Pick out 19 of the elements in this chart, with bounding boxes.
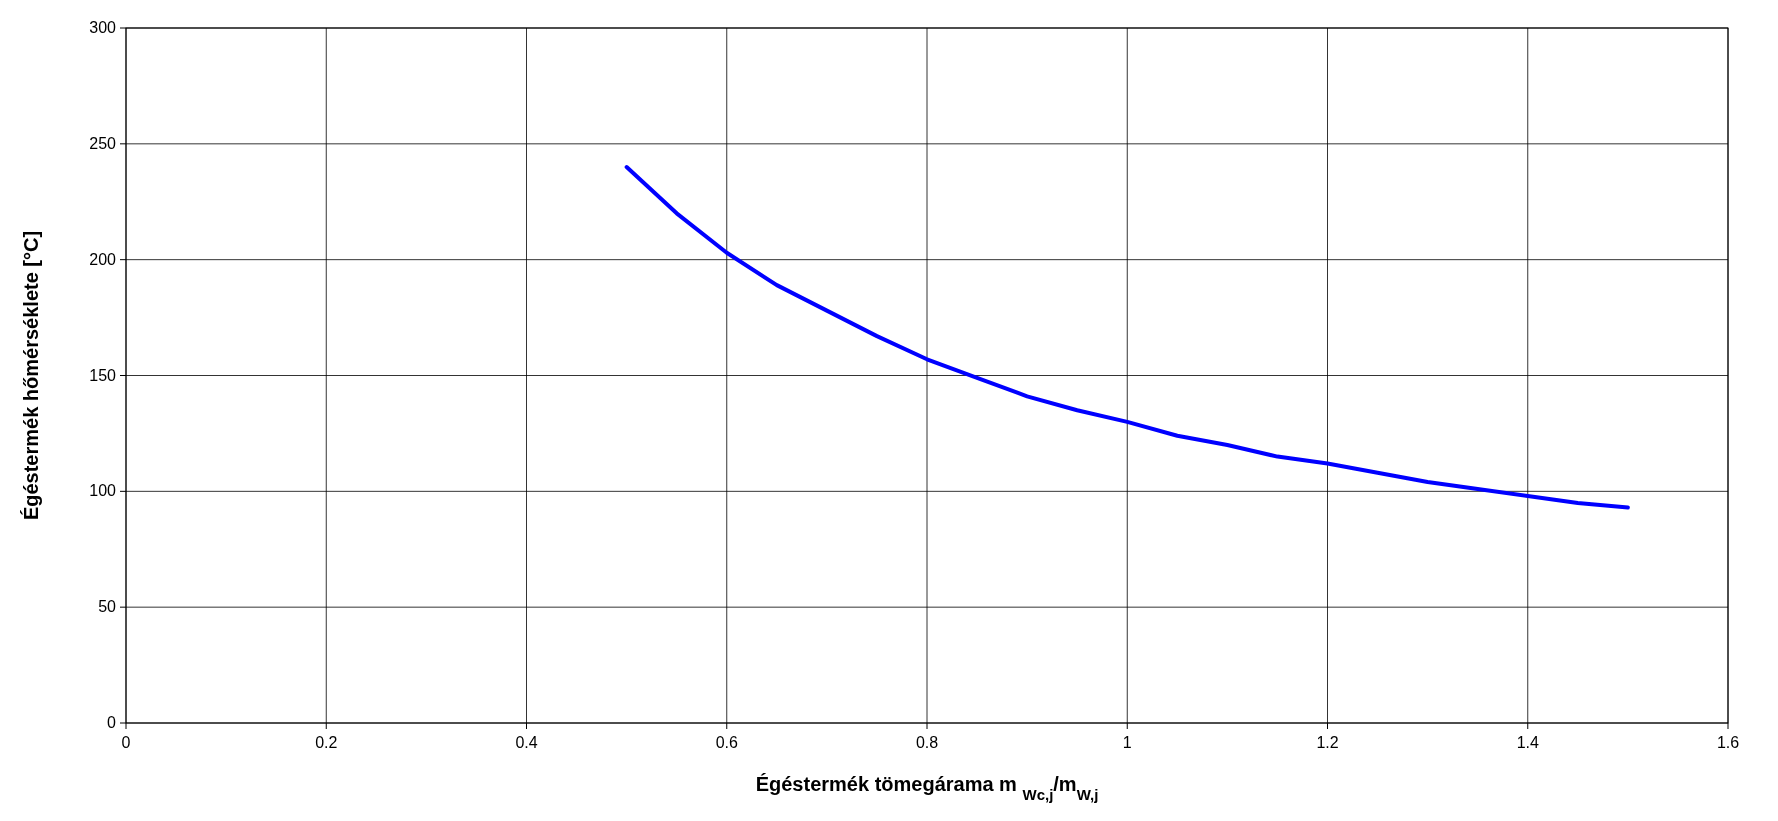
y-tick-label: 100 xyxy=(89,482,117,500)
x-tick-label: 0.6 xyxy=(715,734,738,751)
y-tick-label: 150 xyxy=(89,366,117,384)
y-tick-label: 300 xyxy=(89,19,117,36)
x-tick-label: 0 xyxy=(121,734,131,751)
x-tick-label: 0.2 xyxy=(315,734,338,751)
line-series xyxy=(624,165,1630,510)
y-tick-label: 200 xyxy=(89,250,117,268)
y-tick-label: 0 xyxy=(107,714,117,731)
y-tick-label: 250 xyxy=(89,134,117,152)
y-axis-title: Égéstermék hőmérséklete [°C] xyxy=(20,230,42,521)
x-tick-label: 0.4 xyxy=(515,734,538,751)
x-tick-label: 1 xyxy=(1122,734,1132,751)
x-tick-label: 1.2 xyxy=(1316,734,1339,751)
x-tick-label: 1.6 xyxy=(1716,734,1740,751)
x-axis-title: Égéstermék tömegárama m $_{Wc,j}$/m$_{W,j}$ xyxy=(755,773,1099,803)
y-tick-label: 50 xyxy=(98,598,117,616)
x-tick-label: 0.8 xyxy=(915,734,939,751)
x-tick-label: 1.4 xyxy=(1516,734,1539,751)
